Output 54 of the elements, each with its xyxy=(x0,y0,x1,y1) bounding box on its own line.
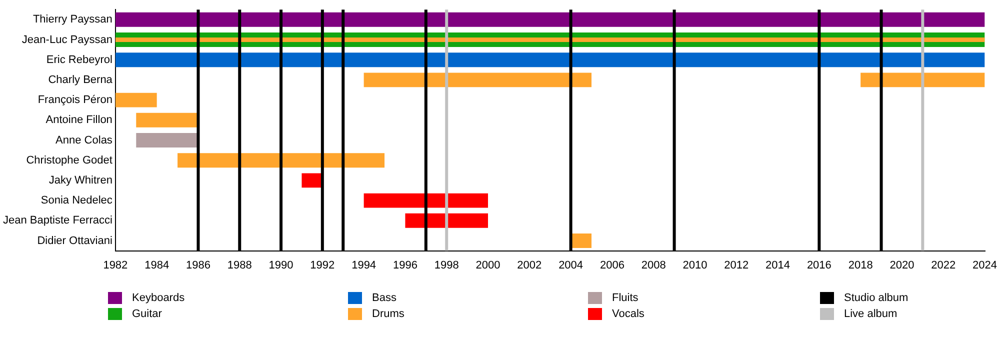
legend-label: Drums xyxy=(372,308,404,320)
x-tick-label: 1998 xyxy=(434,259,459,272)
legend-label: Studio album xyxy=(844,292,908,304)
y-tick-label: Jean-Luc Payssan xyxy=(22,34,112,46)
y-tick-label: Thierry Payssan xyxy=(32,14,112,26)
legend-label: Bass xyxy=(372,292,396,304)
legend-label: Vocals xyxy=(612,308,644,320)
x-tick-label: 1986 xyxy=(186,259,210,272)
bar xyxy=(136,133,198,148)
x-tick-label: 2014 xyxy=(766,259,790,272)
bar xyxy=(302,173,322,188)
y-tick-label: Eric Rebeyrol xyxy=(46,54,112,66)
x-tick-label: 1996 xyxy=(392,259,418,272)
y-tick-label: Jaky Whitren xyxy=(48,174,112,186)
x-tick-label: 2024 xyxy=(972,259,998,272)
legend-label: Live album xyxy=(844,308,898,320)
x-tick-label: 2004 xyxy=(558,259,584,272)
legend-label: Guitar xyxy=(132,308,162,320)
bar xyxy=(115,52,985,68)
x-tick-label: 2002 xyxy=(517,259,542,272)
bar xyxy=(860,72,985,88)
x-tick-label: 1992 xyxy=(310,259,335,272)
x-tick-label: 2006 xyxy=(600,259,624,272)
x-tick-label: 2012 xyxy=(724,259,749,272)
y-tick-label: Antoine Fillon xyxy=(46,114,112,126)
x-tick-label: 2008 xyxy=(641,259,666,272)
legend-label: Fluits xyxy=(612,292,638,304)
bar xyxy=(570,234,592,248)
x-tick-label: 2022 xyxy=(931,259,956,272)
bar xyxy=(115,92,157,108)
x-tick-label: 2016 xyxy=(806,259,832,272)
x-tick-label: 1982 xyxy=(103,259,128,272)
bar xyxy=(115,12,985,27)
y-tick-label: Charly Berna xyxy=(48,74,114,86)
y-tick-label: Christophe Godet xyxy=(26,154,112,166)
x-tick-label: 1984 xyxy=(144,259,170,272)
bar xyxy=(364,193,488,208)
bar xyxy=(405,213,488,228)
x-tick-label: 2018 xyxy=(848,259,873,272)
x-tick-label: 2000 xyxy=(476,259,500,272)
x-tick-label: 2010 xyxy=(682,259,708,272)
x-tick-label: 1988 xyxy=(227,259,252,272)
bar xyxy=(178,153,385,168)
x-tick-label: 2020 xyxy=(890,259,914,272)
y-tick-label: Anne Colas xyxy=(56,134,113,146)
bar xyxy=(136,112,198,128)
y-tick-label: François Péron xyxy=(38,94,112,106)
legend-label: Keyboards xyxy=(132,292,185,304)
y-tick-label: Didier Ottaviani xyxy=(37,234,112,247)
x-tick-label: 1990 xyxy=(268,259,294,272)
y-tick-label: Jean Baptiste Ferracci xyxy=(3,214,112,227)
y-tick-label: Sonia Nedelec xyxy=(40,194,113,207)
x-tick-label: 1994 xyxy=(352,259,376,272)
bar xyxy=(364,72,592,88)
